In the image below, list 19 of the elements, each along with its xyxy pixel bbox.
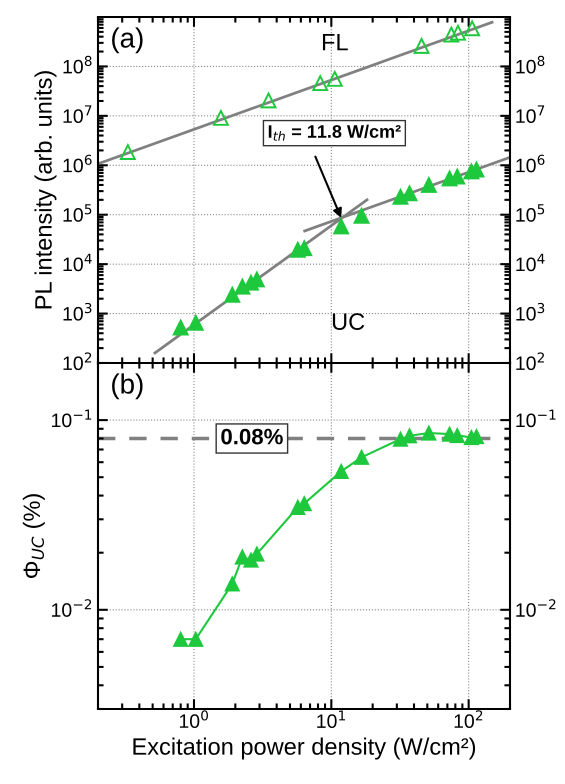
- ref-line-label: 0.08%: [221, 428, 283, 444]
- chart-title: (a): [112, 27, 143, 54]
- x-tick-label: 10$^{2}$: [454, 710, 482, 728]
- y-tick-label: 10$^{2}$: [64, 352, 92, 370]
- y-tick-label: 10$^{5}$: [64, 204, 92, 222]
- text: UC: [332, 313, 364, 330]
- y-tick-label: 10$^{4}$: [64, 254, 92, 272]
- y-tick-label: 10$^{3}$: [64, 302, 92, 321]
- y-tick-label: 10$^{8}$: [64, 56, 92, 74]
- y-tick-label: 10$^{7}$: [64, 105, 92, 123]
- x-axis-title: Excitation power density (W/cm²): [133, 738, 476, 760]
- y-axis-title: PL intensity (arb. units): [34, 71, 56, 308]
- chart-title: (b): [112, 373, 143, 400]
- annotation: I$_{th}$ = 11.8 W/cm²: [268, 124, 401, 141]
- x-tick-label: 10$^{1}$: [317, 710, 345, 728]
- y-tick-label: 10$^{6}$: [64, 154, 92, 172]
- series-label: FL: [322, 34, 348, 50]
- x-tick-label: 10$^{0}$: [180, 710, 208, 728]
- y-axis-title: Φ$_{UC}$ (%): [22, 494, 45, 578]
